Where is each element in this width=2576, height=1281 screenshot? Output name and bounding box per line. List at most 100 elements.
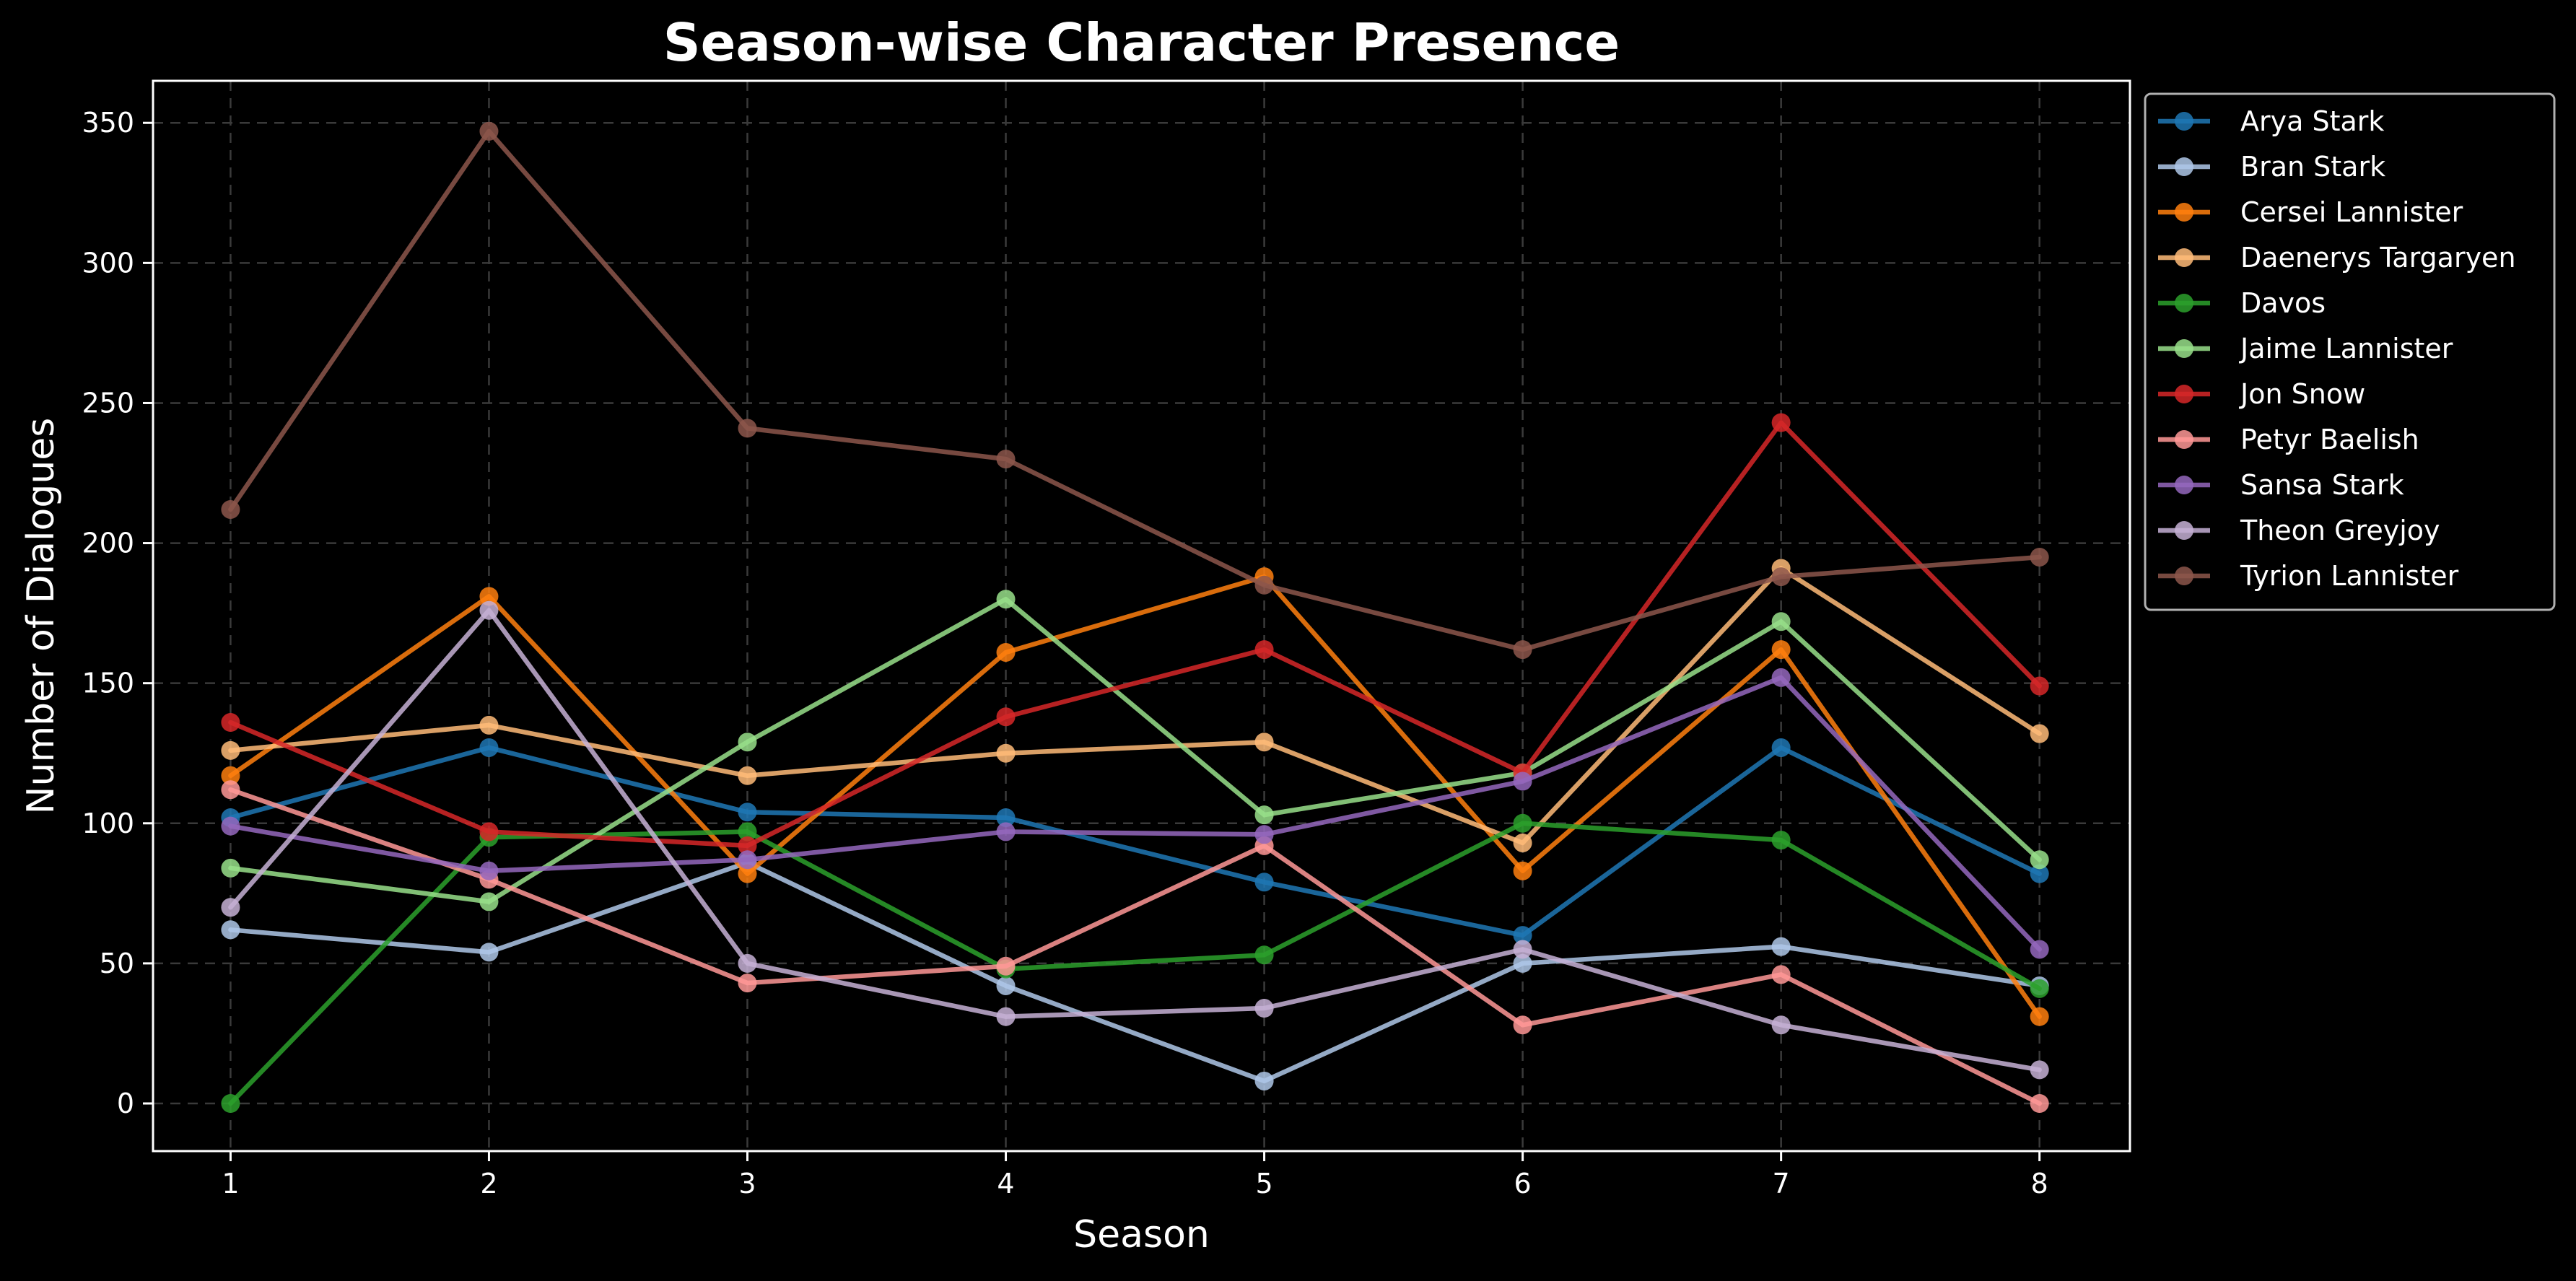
legend-item: Daenerys Targaryen [2158, 242, 2516, 274]
series-layer [221, 121, 2049, 1114]
series-cersei-lannister [221, 567, 2049, 1026]
data-point [1513, 1015, 1532, 1035]
data-point [221, 780, 240, 800]
data-point [1513, 833, 1532, 852]
legend-item: Tyrion Lannister [2158, 560, 2459, 592]
data-point [1254, 733, 1274, 752]
y-tick-label: 150 [82, 668, 134, 699]
series-line [228, 787, 2042, 1106]
legend-label: Tyrion Lannister [2240, 560, 2459, 592]
data-point [2030, 940, 2049, 959]
series-line [228, 574, 2042, 1019]
y-tick-label: 350 [82, 107, 134, 139]
series-line [228, 596, 2042, 904]
data-point [1771, 640, 1791, 660]
data-point [1771, 612, 1791, 631]
data-point [1513, 940, 1532, 959]
data-point [996, 590, 1016, 609]
data-point [1771, 738, 1791, 757]
data-point [1254, 575, 1274, 595]
x-tick-label: 5 [1255, 1168, 1272, 1199]
y-tick-label: 300 [82, 247, 134, 279]
legend-marker [2175, 339, 2193, 358]
data-point [996, 1007, 1016, 1026]
legend-item: Cersei Lannister [2158, 196, 2463, 228]
x-tick-label: 4 [997, 1168, 1014, 1199]
data-point [996, 450, 1016, 469]
data-point [1254, 999, 1274, 1018]
x-tick-label: 1 [222, 1168, 239, 1199]
legend-label: Sansa Stark [2240, 469, 2404, 501]
legend-label: Bran Stark [2240, 151, 2385, 183]
data-point [1513, 926, 1532, 945]
series-line [228, 420, 2042, 849]
y-tick-label: 100 [82, 808, 134, 839]
legend-marker [2175, 521, 2193, 540]
legend-label: Jaime Lannister [2239, 333, 2453, 364]
legend-marker [2175, 112, 2193, 131]
axis-ticks: 1 2 3 4 5 6 7 8 0 50 100 150 200 250 300 350 [82, 107, 2048, 1199]
legend-item: Petyr Baelish [2158, 424, 2419, 455]
data-point [996, 808, 1016, 828]
data-point [738, 836, 757, 855]
data-point [221, 740, 240, 760]
data-point [221, 766, 240, 785]
data-point [479, 822, 499, 841]
legend-label: Cersei Lannister [2240, 196, 2463, 228]
data-point [2030, 850, 2049, 870]
data-point [2030, 724, 2049, 743]
data-point [221, 920, 240, 940]
data-point [1254, 945, 1274, 965]
x-tick-label: 3 [738, 1168, 756, 1199]
x-tick-label: 2 [480, 1168, 497, 1199]
data-point [1771, 1015, 1791, 1035]
data-point [221, 858, 240, 878]
y-tick-label: 50 [100, 948, 134, 979]
data-point [1771, 668, 1791, 687]
x-tick-label: 6 [1514, 1168, 1532, 1199]
legend-label: Davos [2240, 287, 2326, 319]
data-point [2030, 1060, 2049, 1080]
data-point [479, 861, 499, 880]
data-point [1254, 805, 1274, 825]
series-daenerys-targaryen [221, 559, 2049, 852]
x-tick-label: 8 [2031, 1168, 2048, 1199]
legend-marker [2175, 476, 2193, 494]
y-tick-label: 250 [82, 387, 134, 419]
legend-item: Sansa Stark [2158, 469, 2404, 501]
data-point [2030, 1007, 2049, 1026]
series-tyrion-lannister [221, 121, 2049, 660]
plot-frame [152, 79, 2131, 1153]
data-point [738, 733, 757, 752]
legend-label: Jon Snow [2239, 378, 2365, 410]
legend-label: Theon Greyjoy [2240, 515, 2440, 546]
legend-box [2144, 92, 2556, 611]
data-point [996, 642, 1016, 662]
legend-label: Petyr Baelish [2240, 424, 2419, 455]
data-point [738, 419, 757, 438]
data-point [221, 1094, 240, 1114]
legend-item: Arya Stark [2158, 105, 2384, 137]
data-point [221, 499, 240, 519]
data-point [1771, 965, 1791, 984]
legend-marker [2175, 248, 2193, 267]
data-point [1513, 953, 1532, 973]
data-point [479, 587, 499, 606]
data-point [996, 822, 1016, 841]
series-line [228, 128, 2042, 652]
series-line [228, 860, 2042, 1084]
data-point [1771, 937, 1791, 956]
y-tick-label: 200 [82, 528, 134, 559]
data-point [479, 943, 499, 962]
legend-item: Davos [2158, 287, 2326, 319]
x-tick-label: 7 [1773, 1168, 1790, 1199]
data-point [996, 743, 1016, 763]
series-line [228, 608, 2042, 1072]
data-point [738, 822, 757, 841]
series-sansa-stark [221, 668, 2049, 959]
series-line [228, 745, 2042, 938]
legend: Arya Stark Bran Stark Cersei Lannister Daen… [2144, 92, 2556, 611]
legend-marker [2175, 157, 2193, 176]
data-point [479, 892, 499, 911]
